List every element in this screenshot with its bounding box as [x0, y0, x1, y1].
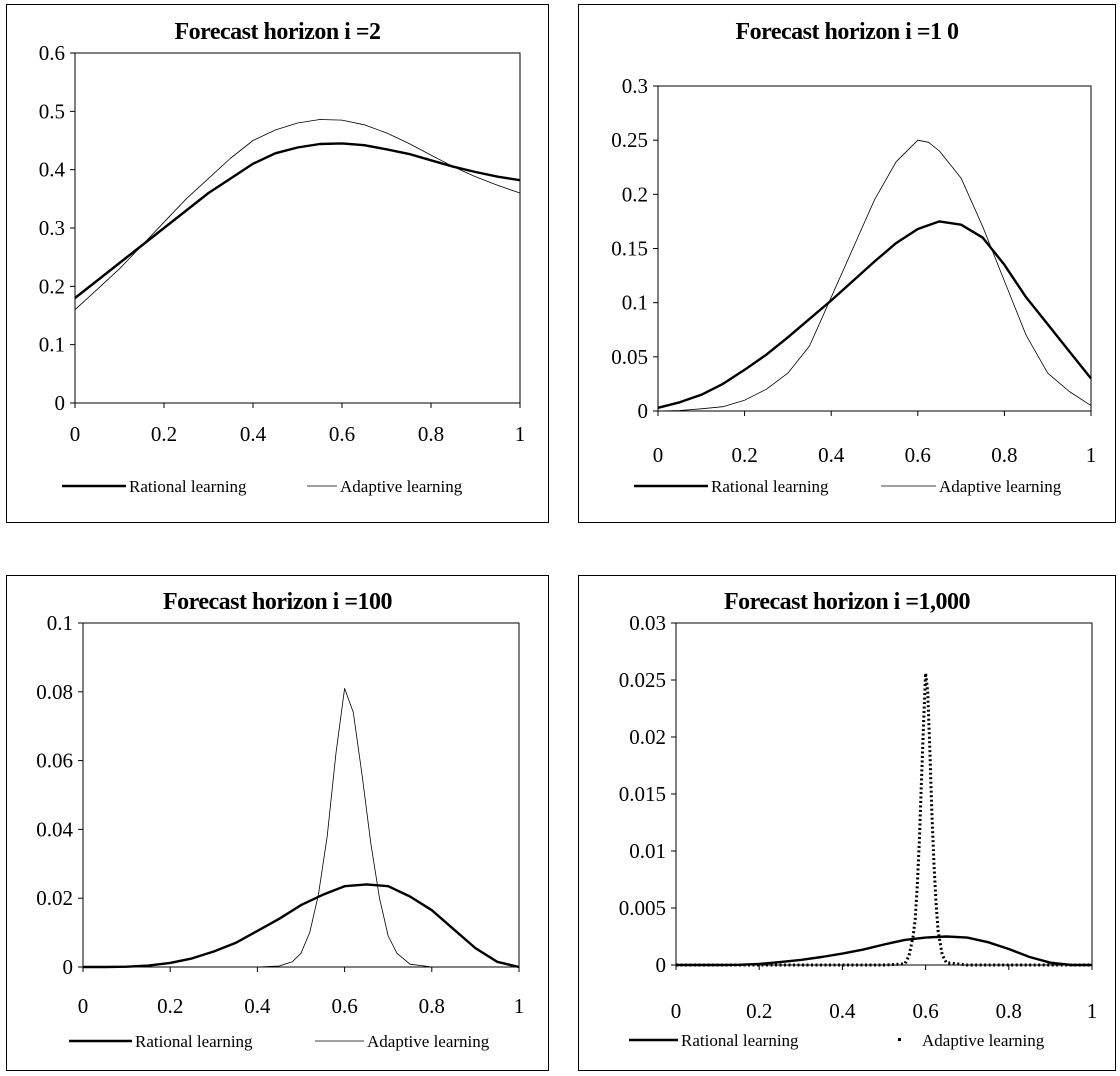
y-tick-label: 0.01 [629, 839, 666, 863]
y-tick-label: 0.02 [629, 725, 666, 749]
y-tick-label: 0.25 [611, 128, 648, 152]
x-tick-label: 0.4 [818, 443, 845, 467]
series-line-1 [83, 688, 519, 968]
y-tick-label: 0 [656, 953, 667, 977]
x-tick-label: 0 [70, 422, 81, 446]
y-tick-label: 0 [55, 391, 66, 415]
series-line-0 [83, 883, 520, 969]
chart-svg: Forecast horizon i =100 0 0.02 0.04 0.06 0.08… [36, 589, 525, 1051]
chart-title: Forecast horizon i =1,000 [724, 589, 971, 615]
legend-label-0: Rational learning [681, 1031, 799, 1050]
x-tick-label: 1 [515, 422, 526, 446]
y-tick-label: 0.04 [36, 817, 73, 841]
chart-svg: Forecast horizon i =1,000 0 0.005 0.01 0.015… [619, 589, 1098, 1050]
x-tick-label: 0.6 [331, 994, 357, 1018]
x-tick-label: 0.4 [829, 999, 856, 1023]
x-tick-label: 0 [78, 994, 89, 1018]
chart-title: Forecast horizon i =100 [163, 589, 393, 615]
y-tick-label: 0.1 [622, 291, 648, 315]
x-tick-label: 0.6 [329, 422, 355, 446]
plot-area [82, 622, 520, 968]
x-tick-label: 1 [514, 994, 525, 1018]
x-tick-label: 0.8 [419, 994, 445, 1018]
y-tick-label: 0.03 [629, 611, 666, 635]
legend-swatch-1 [898, 1038, 901, 1041]
x-tick-label: 0 [671, 999, 682, 1023]
y-tick-label: 0.08 [36, 680, 73, 704]
legend-label-1: Adaptive learning [340, 477, 463, 496]
y-tick-label: 0.6 [39, 41, 65, 65]
series-line-1 [657, 139, 1092, 412]
y-tick-label: 0.15 [611, 237, 648, 261]
y-tick-label: 0.005 [619, 896, 666, 920]
x-tick-label: 0.4 [240, 422, 267, 446]
chart-title: Forecast horizon i =1 0 [735, 19, 959, 45]
plot-area [657, 85, 1092, 412]
y-tick-label: 0.015 [619, 782, 666, 806]
legend-label-1: Adaptive learning [922, 1031, 1045, 1050]
x-tick-label: 0.6 [912, 999, 938, 1023]
legend-label-0: Rational learning [129, 477, 247, 496]
y-tick-label: 0.3 [622, 74, 648, 98]
legend-label-0: Rational learning [711, 477, 829, 496]
y-tick-label: 0.025 [619, 668, 666, 692]
x-tick-label: 0.6 [905, 443, 931, 467]
x-tick-label: 0.8 [996, 999, 1022, 1023]
series-line-0 [676, 935, 1092, 967]
x-tick-label: 0 [653, 443, 664, 467]
x-tick-label: 0.8 [418, 422, 444, 446]
chart-svg: Forecast horizon i =1 0 0 0.05 0.1 0.15 0.2 0.… [611, 19, 1097, 496]
plot-area [675, 622, 1093, 966]
chart-panel-horizon-10: Forecast horizon i =1 0 0 0.05 0.1 0.15 0.2 0.… [578, 4, 1116, 523]
y-tick-label: 0.1 [39, 333, 65, 357]
series-line-1 [676, 671, 1092, 967]
y-tick-label: 0.02 [36, 886, 73, 910]
y-tick-label: 0.06 [36, 749, 73, 773]
chart-panel-horizon-100: Forecast horizon i =100 0 0.02 0.04 0.06 0.08… [6, 575, 549, 1071]
series-line-0 [74, 142, 521, 299]
y-tick-label: 0.4 [39, 158, 66, 182]
y-tick-label: 0.3 [39, 216, 65, 240]
chart-title: Forecast horizon i =2 [174, 19, 380, 45]
legend-label-1: Adaptive learning [939, 477, 1062, 496]
y-tick-label: 0.05 [611, 345, 648, 369]
legend-label-0: Rational learning [135, 1032, 253, 1051]
series-line-1 [74, 119, 521, 310]
y-tick-label: 0 [638, 399, 649, 423]
x-tick-label: 0.8 [991, 443, 1017, 467]
y-tick-label: 0.5 [39, 99, 65, 123]
x-tick-label: 0.4 [244, 994, 271, 1018]
plot-area [74, 52, 521, 404]
x-tick-label: 0.2 [731, 443, 757, 467]
series-line-0 [657, 220, 1092, 409]
legend-label-1: Adaptive learning [367, 1032, 490, 1051]
x-tick-label: 1 [1086, 443, 1097, 467]
y-tick-label: 0.2 [622, 182, 648, 206]
x-tick-label: 1 [1087, 999, 1098, 1023]
chart-panel-horizon-2: Forecast horizon i =2 0 0.1 0.2 0.3 0.4 0.5 0.6… [6, 4, 549, 523]
y-tick-label: 0.1 [47, 611, 73, 635]
y-tick-label: 0 [63, 955, 74, 979]
x-tick-label: 0.2 [151, 422, 177, 446]
chart-panel-horizon-1000: Forecast horizon i =1,000 0 0.005 0.01 0.015… [578, 575, 1116, 1071]
y-tick-label: 0.2 [39, 274, 65, 298]
chart-svg: Forecast horizon i =2 0 0.1 0.2 0.3 0.4 0.5 0.6… [39, 19, 526, 496]
x-tick-label: 0.2 [157, 994, 183, 1018]
x-tick-label: 0.2 [746, 999, 772, 1023]
